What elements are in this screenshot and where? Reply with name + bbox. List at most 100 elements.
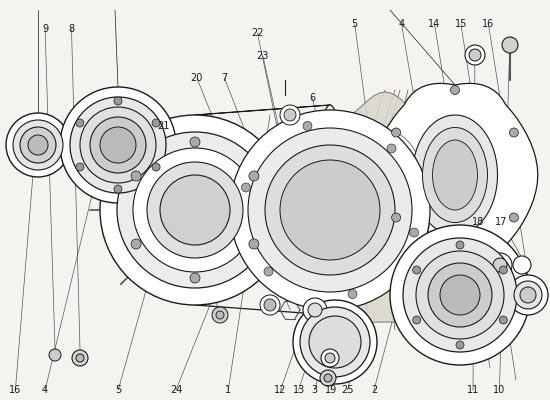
Circle shape	[469, 49, 481, 61]
Text: 14: 14	[428, 19, 441, 29]
Circle shape	[264, 299, 276, 311]
Circle shape	[403, 238, 517, 352]
Circle shape	[20, 127, 56, 163]
Circle shape	[80, 107, 156, 183]
Circle shape	[152, 119, 160, 127]
Text: 15: 15	[455, 19, 467, 29]
Circle shape	[100, 115, 290, 305]
Circle shape	[392, 213, 400, 222]
Text: 19: 19	[325, 385, 337, 395]
Circle shape	[114, 97, 122, 105]
Text: 8: 8	[68, 24, 75, 34]
Text: 1: 1	[225, 385, 232, 395]
Ellipse shape	[422, 128, 487, 222]
Circle shape	[76, 163, 84, 171]
Circle shape	[520, 287, 536, 303]
Circle shape	[241, 183, 250, 192]
Circle shape	[428, 263, 492, 327]
Circle shape	[70, 97, 166, 193]
Circle shape	[321, 349, 339, 367]
Circle shape	[502, 37, 518, 53]
Text: 16: 16	[482, 19, 494, 29]
Circle shape	[293, 300, 377, 384]
Circle shape	[76, 119, 84, 127]
Text: 11: 11	[467, 385, 479, 395]
Circle shape	[493, 258, 507, 272]
Circle shape	[249, 239, 259, 249]
Circle shape	[508, 275, 548, 315]
Circle shape	[260, 295, 280, 315]
Circle shape	[100, 127, 136, 163]
Circle shape	[265, 145, 395, 275]
Circle shape	[249, 171, 259, 181]
Text: 10: 10	[493, 385, 505, 395]
Circle shape	[456, 241, 464, 249]
Circle shape	[450, 256, 459, 264]
Circle shape	[416, 251, 504, 339]
Circle shape	[513, 256, 531, 274]
Circle shape	[392, 128, 400, 137]
Text: 12: 12	[274, 385, 287, 395]
Circle shape	[72, 350, 88, 366]
Text: 7: 7	[221, 73, 228, 83]
Text: 2: 2	[371, 385, 377, 395]
Circle shape	[509, 128, 519, 137]
Text: 6: 6	[309, 93, 316, 103]
Circle shape	[230, 110, 430, 310]
Circle shape	[284, 109, 296, 121]
Ellipse shape	[340, 130, 430, 290]
Circle shape	[280, 105, 300, 125]
Circle shape	[190, 137, 200, 147]
Text: 20: 20	[191, 73, 203, 83]
Circle shape	[488, 253, 512, 277]
Circle shape	[450, 86, 459, 94]
Text: 13: 13	[293, 385, 305, 395]
Circle shape	[303, 298, 327, 322]
Circle shape	[212, 307, 228, 323]
Text: 21: 21	[158, 121, 170, 131]
Circle shape	[117, 132, 273, 288]
Circle shape	[320, 370, 336, 386]
Text: 9: 9	[42, 24, 48, 34]
Text: 17: 17	[496, 217, 508, 227]
Text: 4: 4	[398, 19, 405, 29]
Circle shape	[264, 267, 273, 276]
Circle shape	[387, 144, 396, 153]
Text: 18: 18	[472, 217, 485, 227]
Circle shape	[309, 316, 361, 368]
Circle shape	[499, 316, 507, 324]
Ellipse shape	[412, 115, 498, 235]
Circle shape	[390, 225, 530, 365]
Circle shape	[76, 354, 84, 362]
Circle shape	[325, 353, 335, 363]
Circle shape	[324, 374, 332, 382]
Text: 5: 5	[115, 385, 122, 395]
Circle shape	[216, 311, 224, 319]
Circle shape	[131, 171, 141, 181]
Circle shape	[514, 281, 542, 309]
Circle shape	[499, 266, 507, 274]
Circle shape	[13, 120, 63, 170]
Circle shape	[133, 148, 257, 272]
Ellipse shape	[432, 140, 477, 210]
Text: 24: 24	[170, 385, 182, 395]
Circle shape	[303, 122, 312, 130]
Text: 25: 25	[342, 385, 354, 395]
Circle shape	[440, 275, 480, 315]
Circle shape	[190, 273, 200, 283]
Circle shape	[160, 175, 230, 245]
Circle shape	[410, 228, 419, 237]
Circle shape	[28, 135, 48, 155]
Text: 23: 23	[257, 51, 269, 61]
Text: eurospares: eurospares	[100, 226, 200, 244]
Circle shape	[456, 341, 464, 349]
Polygon shape	[372, 83, 538, 267]
Text: 16: 16	[9, 385, 21, 395]
Circle shape	[300, 307, 370, 377]
Circle shape	[308, 303, 322, 317]
Circle shape	[90, 117, 146, 173]
Circle shape	[114, 185, 122, 193]
Text: 5: 5	[351, 19, 358, 29]
Circle shape	[348, 290, 357, 298]
Circle shape	[152, 163, 160, 171]
